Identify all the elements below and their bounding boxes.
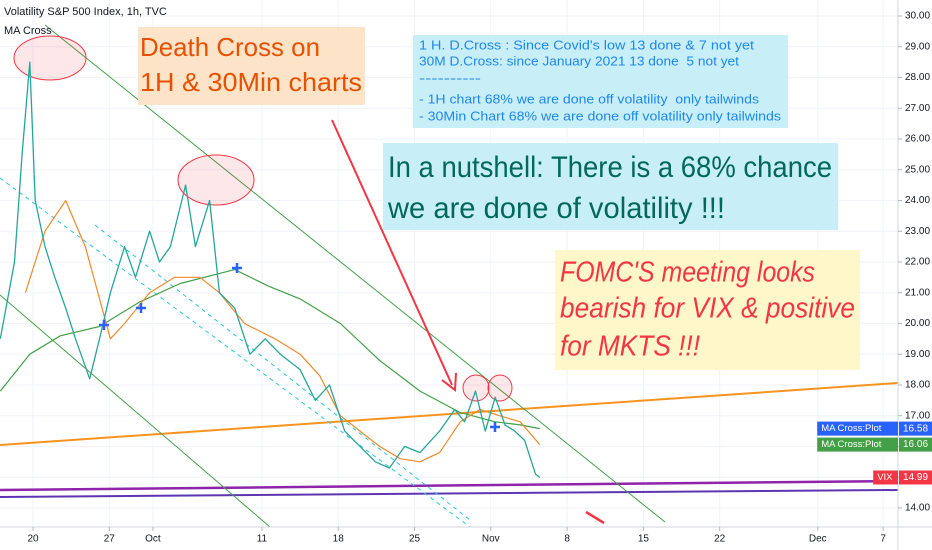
price-label-box bbox=[899, 437, 932, 452]
annotation-text: we are done of volatility !!! bbox=[387, 192, 725, 225]
channel-line bbox=[0, 294, 271, 528]
cross-marker bbox=[232, 263, 242, 273]
y-tick-label: 20.00 bbox=[905, 318, 930, 329]
y-tick-label: 27.00 bbox=[905, 103, 930, 114]
y-tick-label: 26.00 bbox=[905, 134, 930, 145]
y-tick-label: 21.00 bbox=[905, 287, 930, 298]
y-tick-label: 17.00 bbox=[905, 410, 930, 421]
x-tick-label: Dec bbox=[809, 534, 827, 545]
x-tick-label: 7 bbox=[880, 534, 886, 545]
series-name: MA Cross:Plot bbox=[821, 439, 882, 450]
indicator-name: MA Cross bbox=[4, 25, 52, 37]
x-tick-label: Nov bbox=[482, 534, 500, 545]
crosses bbox=[99, 263, 500, 432]
drawings bbox=[0, 24, 899, 528]
annotation-text: 1 H. D.Cross : Since Covid's low 13 done… bbox=[419, 37, 754, 52]
annotation-box bbox=[555, 250, 860, 370]
support-line bbox=[0, 479, 899, 492]
x-tick-label: Oct bbox=[145, 534, 161, 545]
price-label: 14.99 bbox=[903, 472, 928, 483]
series-name-box bbox=[817, 421, 898, 436]
y-tick-label: 18.00 bbox=[905, 380, 930, 391]
series-name: VIX bbox=[877, 472, 893, 483]
annotation-box bbox=[383, 143, 838, 230]
series-name-box bbox=[817, 437, 898, 452]
x-tick-label: 25 bbox=[409, 534, 421, 545]
highlight-circle bbox=[487, 374, 513, 402]
y-tick-label: 14.00 bbox=[905, 503, 930, 514]
x-tick-label: 8 bbox=[564, 534, 570, 545]
annotation-text: Death Cross on bbox=[140, 32, 320, 62]
arrow bbox=[331, 119, 453, 386]
x-tick-label: 27 bbox=[104, 534, 116, 545]
x-tick-label: 22 bbox=[714, 534, 726, 545]
annotation-text: In a nutshell: There is a 68% chance bbox=[388, 151, 832, 184]
series-line bbox=[0, 269, 540, 430]
y-tick-label: 22.00 bbox=[905, 257, 930, 268]
highlight-circle bbox=[13, 35, 87, 81]
support-line bbox=[0, 489, 899, 498]
annotation-box bbox=[138, 27, 365, 105]
y-tick-label: 19.00 bbox=[905, 349, 930, 360]
x-tick-label: 11 bbox=[257, 534, 268, 545]
series-line bbox=[0, 61, 541, 479]
y-tick-label: 28.00 bbox=[905, 72, 930, 83]
annotation-text: for MKTS !!! bbox=[560, 331, 700, 363]
highlight-circle bbox=[177, 154, 255, 206]
price-label-box bbox=[899, 470, 932, 485]
x-tick-label: 15 bbox=[638, 534, 650, 545]
highlight-circle bbox=[462, 374, 490, 402]
arrow-head bbox=[441, 372, 457, 392]
annotation-text: ---------- bbox=[419, 70, 481, 85]
dashed-line bbox=[0, 177, 471, 528]
channel-line bbox=[44, 24, 666, 523]
x-tick-label: 20 bbox=[27, 534, 39, 545]
annotation-text: - 1H chart 68% we are done off volatilit… bbox=[419, 91, 760, 106]
axes: 14.0015.0016.0017.0018.0019.0020.0021.00… bbox=[27, 11, 932, 545]
plot bbox=[0, 61, 541, 479]
price-label: 16.58 bbox=[903, 423, 928, 434]
y-tick-label: 24.00 bbox=[905, 195, 930, 206]
cross-marker bbox=[490, 422, 500, 432]
annotation-text: 1H & 30Min charts bbox=[140, 67, 362, 97]
annotation-text: - 30Min Chart 68% we are done off volati… bbox=[419, 108, 782, 123]
y-tick-label: 23.00 bbox=[905, 226, 930, 237]
annotation-text: bearish for VIX & positive bbox=[560, 293, 855, 325]
annotation-text: FOMC'S meeting looks bbox=[560, 257, 815, 289]
series-name-box bbox=[873, 470, 898, 485]
annotation-text: 30M D.Cross: since January 2021 13 done … bbox=[419, 53, 739, 68]
arrow bbox=[585, 510, 605, 525]
annotation-box bbox=[413, 35, 788, 128]
y-tick-label: 29.00 bbox=[905, 41, 930, 52]
trend-line bbox=[0, 382, 899, 446]
price-label-box bbox=[899, 421, 932, 436]
price-label: 16.06 bbox=[903, 439, 928, 450]
x-tick-label: 18 bbox=[333, 534, 345, 545]
series-line bbox=[24, 199, 541, 463]
series-name: MA Cross:Plot bbox=[821, 423, 882, 434]
y-tick-label: 30.00 bbox=[905, 11, 930, 22]
y-tick-label: 25.00 bbox=[905, 164, 930, 175]
cross-marker bbox=[136, 303, 146, 313]
cross-marker bbox=[99, 320, 109, 330]
chart-title: Volatility S&P 500 Index, 1h, TVC bbox=[4, 6, 167, 18]
